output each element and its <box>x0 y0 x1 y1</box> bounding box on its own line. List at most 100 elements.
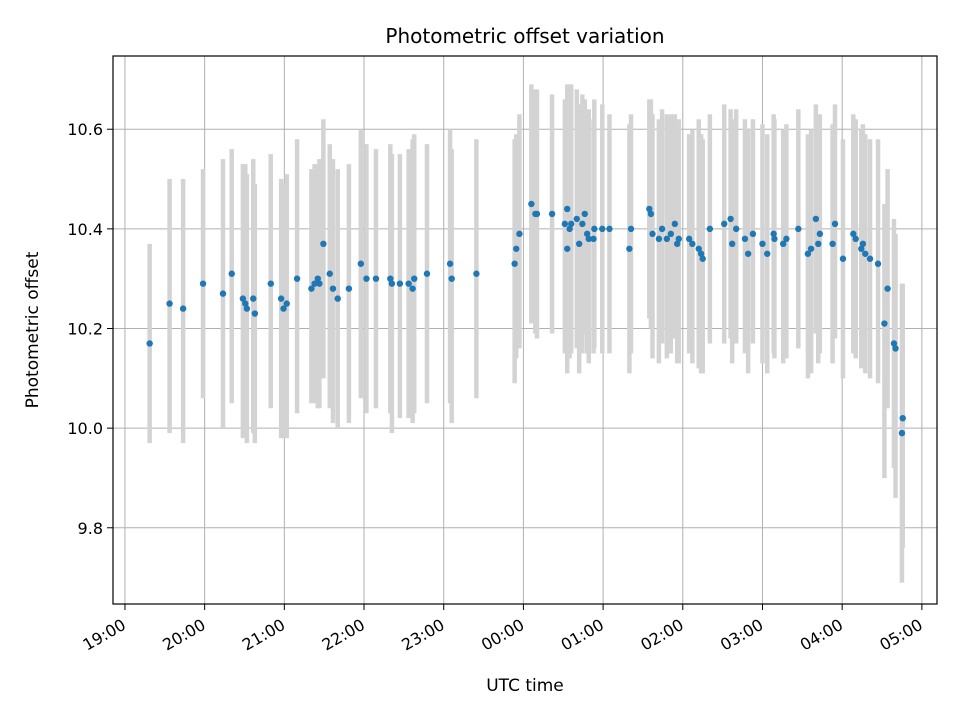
data-point <box>770 230 777 238</box>
data-point <box>807 245 815 252</box>
x-tick-label: 01:00 <box>558 615 607 655</box>
data-point <box>581 210 588 218</box>
data-point <box>866 255 874 262</box>
data-point <box>655 235 663 243</box>
data-point <box>448 275 455 282</box>
x-tick-label: 19:00 <box>80 615 129 655</box>
data-point <box>564 205 571 213</box>
data-point <box>815 240 822 248</box>
data-point <box>862 250 869 257</box>
x-tick-label: 04:00 <box>797 615 846 655</box>
y-tick-label: 10.0 <box>67 419 103 438</box>
data-point <box>890 340 898 347</box>
data-point <box>326 270 333 277</box>
data-point <box>283 300 290 307</box>
data-point <box>573 215 580 223</box>
data-point <box>728 240 736 248</box>
error-bars <box>147 84 905 583</box>
data-point <box>146 340 153 347</box>
data-point <box>884 285 891 292</box>
data-point <box>293 275 301 282</box>
data-point <box>771 235 778 243</box>
data-point <box>831 220 839 228</box>
data-point <box>663 235 671 243</box>
data-point <box>280 305 287 312</box>
y-tick-label: 10.4 <box>67 220 103 239</box>
data-point <box>626 245 633 252</box>
data-point <box>166 300 173 307</box>
data-point <box>732 225 740 233</box>
data-point <box>804 250 812 257</box>
data-point <box>744 250 752 257</box>
data-point <box>829 240 836 248</box>
data-point <box>658 225 666 233</box>
data-point <box>329 285 337 292</box>
data-point <box>779 240 787 248</box>
data-point <box>649 230 656 238</box>
data-point <box>372 275 380 282</box>
data-point <box>671 220 679 228</box>
data-point <box>446 260 454 267</box>
data-point <box>583 230 591 238</box>
x-tick-label: 22:00 <box>319 615 368 655</box>
y-axis-label: Photometric offset <box>23 251 43 408</box>
data-point <box>308 285 315 292</box>
data-point <box>423 270 431 277</box>
data-point <box>363 275 370 282</box>
y-tick-label: 10.2 <box>67 320 103 339</box>
data-point <box>316 280 323 287</box>
data-point <box>783 235 790 243</box>
data-point <box>387 275 394 282</box>
data-point <box>741 235 749 243</box>
data-point <box>646 205 653 213</box>
data-point <box>250 295 257 302</box>
data-point <box>850 230 857 238</box>
data-point <box>579 220 586 228</box>
data-point <box>721 220 728 228</box>
data-point <box>199 280 207 287</box>
data-point <box>243 305 251 312</box>
data-point <box>892 345 899 352</box>
data-point <box>699 255 706 262</box>
data-point <box>881 320 888 327</box>
data-point <box>533 210 541 218</box>
data-point <box>513 245 520 252</box>
data-point <box>473 270 480 277</box>
chart-title: Photometric offset variation <box>385 24 664 48</box>
data-point <box>839 255 847 262</box>
data-point <box>242 300 249 307</box>
data-point <box>674 240 681 248</box>
data-point <box>695 245 702 252</box>
data-point <box>511 260 518 267</box>
data-point <box>516 230 523 238</box>
data-point <box>706 225 714 233</box>
data-point <box>812 215 820 223</box>
x-tick-label: 21:00 <box>239 615 288 655</box>
data-point <box>409 285 416 292</box>
data-point <box>320 240 327 248</box>
data-point <box>627 225 635 233</box>
data-point <box>585 235 592 243</box>
data-point <box>647 210 655 218</box>
x-tick-label: 05:00 <box>876 615 925 655</box>
plot-area <box>112 55 938 605</box>
data-point <box>396 280 404 287</box>
data-point <box>311 280 318 287</box>
data-point <box>561 220 569 228</box>
data-point <box>606 225 613 233</box>
x-tick-label: 23:00 <box>398 615 447 655</box>
data-point <box>749 230 757 238</box>
grid-lines <box>113 56 937 604</box>
data-point <box>858 245 865 252</box>
data-point <box>334 295 341 302</box>
data-point <box>239 295 247 302</box>
y-tick-label: 9.8 <box>78 519 103 538</box>
data-point <box>357 260 365 267</box>
x-tick-label: 20:00 <box>159 615 208 655</box>
data-point <box>667 230 675 238</box>
data-point <box>228 270 235 277</box>
data-point <box>816 230 824 238</box>
data-point <box>566 225 573 233</box>
data-point <box>590 235 597 243</box>
data-point <box>564 245 571 252</box>
